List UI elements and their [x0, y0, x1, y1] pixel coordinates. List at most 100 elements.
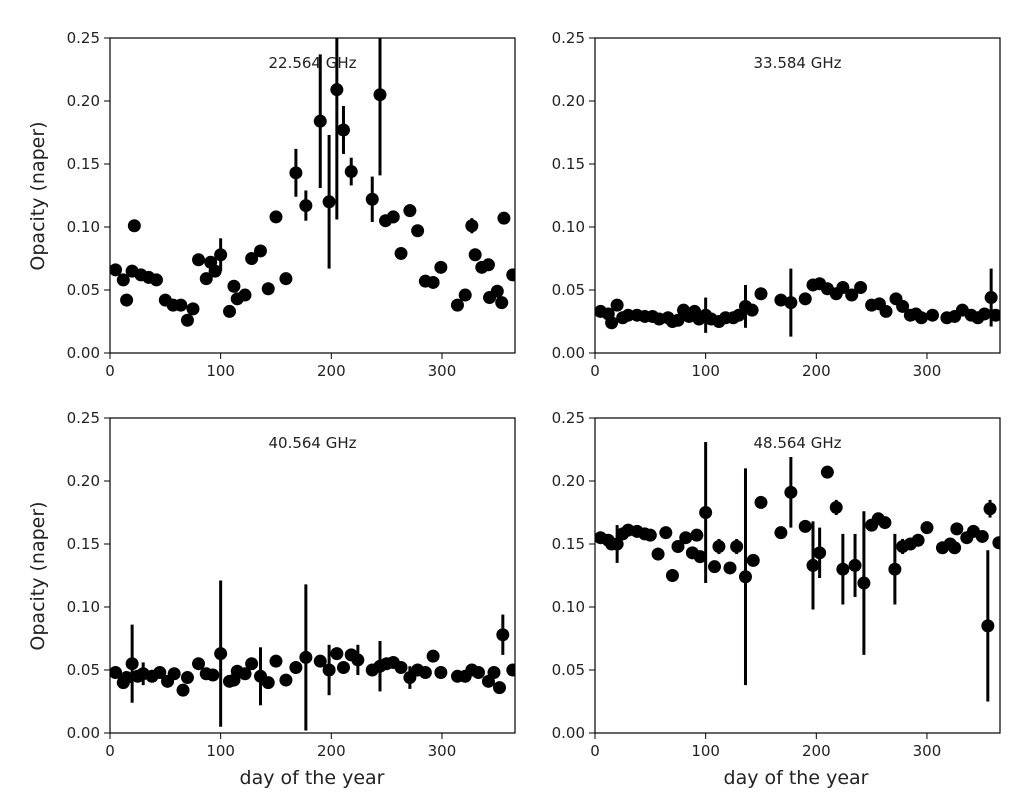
x-tick-label: 200: [802, 362, 831, 380]
data-point: [458, 288, 472, 302]
data-point: [495, 296, 509, 310]
data-point: [983, 502, 997, 516]
data-point: [208, 264, 222, 278]
data-point: [806, 558, 820, 572]
data-point: [344, 165, 358, 179]
y-tick-label: 0.15: [67, 155, 100, 173]
data-point: [487, 666, 501, 680]
data-point: [167, 667, 181, 681]
data-point: [829, 500, 843, 514]
data-point: [214, 647, 228, 661]
data-point: [497, 211, 511, 225]
data-point: [110, 263, 123, 277]
data-point: [279, 673, 293, 687]
data-point: [223, 304, 237, 318]
data-point: [153, 666, 167, 680]
data-point: [651, 547, 665, 561]
data-series: [110, 580, 515, 731]
data-point: [180, 313, 194, 327]
data-point: [125, 657, 139, 671]
x-tick-label: 300: [913, 742, 942, 760]
x-tick-label: 0: [105, 362, 115, 380]
data-point: [754, 287, 768, 301]
data-point: [261, 676, 275, 690]
x-axis-label-left: day of the year: [240, 767, 385, 789]
data-point: [920, 521, 934, 535]
data-point: [914, 311, 928, 325]
data-point: [813, 546, 827, 560]
x-tick-label: 100: [206, 362, 235, 380]
data-point: [981, 619, 995, 633]
data-point: [610, 537, 624, 551]
data-point: [948, 541, 962, 555]
data-point: [730, 540, 744, 554]
y-tick-label: 0.00: [67, 344, 100, 362]
data-point: [330, 647, 344, 661]
data-point: [289, 660, 303, 674]
data-point: [116, 273, 130, 287]
data-point: [671, 313, 685, 327]
data-point: [493, 681, 507, 695]
y-tick-label: 0.10: [552, 218, 585, 236]
data-point: [888, 562, 902, 576]
y-tick-label: 0.25: [552, 409, 585, 427]
data-point: [857, 576, 871, 590]
data-point: [712, 540, 726, 554]
panel-title: 48.564 GHz: [753, 434, 841, 452]
subplots: 0.00 0.05 0.10 0.15 0.20 0.25 0 100 200 300 22.564…: [67, 29, 1001, 760]
y-tick-label: 0.20: [67, 472, 100, 490]
data-point: [322, 663, 336, 677]
data-point: [214, 248, 228, 262]
panel-title: 22.564 GHz: [268, 54, 356, 72]
data-point: [351, 653, 365, 667]
data-point: [174, 298, 188, 312]
data-point: [754, 495, 768, 509]
y-tick-label: 0.25: [552, 29, 585, 47]
data-point: [238, 667, 252, 681]
subplot-2: 0.00 0.05 0.10 0.15 0.20 0.25 0 100 200 300 33.584…: [552, 29, 1001, 380]
panel-title: 40.564 GHz: [268, 434, 356, 452]
data-point: [322, 195, 336, 209]
data-point: [313, 114, 327, 128]
data-point: [643, 528, 657, 542]
x-tick-label: 100: [206, 742, 235, 760]
y-tick-label: 0.00: [552, 344, 585, 362]
subplot-1: 0.00 0.05 0.10 0.15 0.20 0.25 0 100 200 300 22.564…: [67, 29, 516, 380]
data-point: [820, 465, 834, 479]
data-point: [723, 561, 737, 575]
axes-frame: [109, 417, 516, 734]
data-point: [426, 275, 440, 289]
data-point: [434, 666, 448, 680]
data-point: [336, 123, 350, 137]
axes-frame: [594, 417, 1001, 734]
x-tick-label: 300: [428, 362, 457, 380]
data-point: [336, 660, 350, 674]
data-point: [199, 272, 213, 286]
subplot-4: 0.00 0.05 0.10 0.15 0.20 0.25 0 100 200 300 48.564…: [552, 409, 1001, 760]
data-point: [299, 199, 313, 213]
data-series: [595, 441, 1000, 702]
y-tick-label: 0.25: [67, 29, 100, 47]
data-point: [845, 288, 859, 302]
data-point: [911, 533, 925, 547]
data-point: [481, 258, 495, 272]
data-series: [595, 268, 1000, 337]
y-tick-label: 0.20: [67, 92, 100, 110]
panel-title: 33.584 GHz: [753, 54, 841, 72]
data-point: [120, 293, 134, 307]
y-tick-label: 0.10: [552, 598, 585, 616]
data-point: [699, 506, 713, 519]
data-point: [879, 304, 893, 318]
data-point: [848, 558, 862, 572]
data-point: [784, 296, 798, 310]
x-tick-label: 200: [317, 362, 346, 380]
y-tick-label: 0.20: [552, 92, 585, 110]
data-point: [878, 516, 892, 530]
data-point: [693, 550, 707, 564]
x-tick-label: 0: [590, 742, 600, 760]
data-point: [926, 308, 939, 322]
subplot-3: 0.00 0.05 0.10 0.15 0.20 0.25 0 100 200 300 40.564…: [67, 409, 516, 760]
data-point: [394, 660, 408, 674]
data-point: [253, 244, 267, 258]
